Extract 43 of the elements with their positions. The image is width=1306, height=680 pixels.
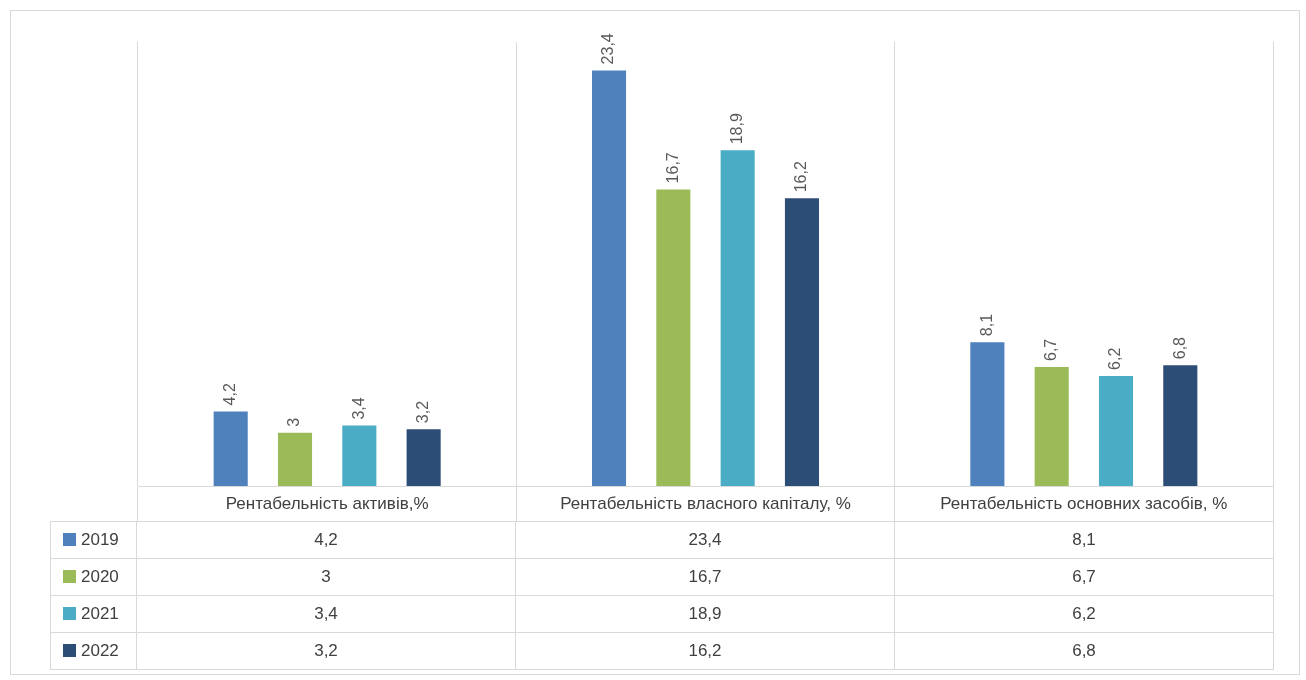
data-label: 16,2 [515, 632, 895, 670]
x-tick-label: Рентабельність активів,% [225, 493, 429, 513]
data-label: 6,2 [894, 595, 1274, 633]
data-label: 23,4 [515, 521, 895, 559]
text: 16,2 [792, 161, 810, 193]
text: 3,2 [414, 400, 432, 424]
bar [591, 70, 627, 486]
legend-label: 2022 [50, 632, 137, 670]
bar [213, 411, 248, 486]
legend-label: 2019 [50, 521, 137, 559]
text: 4,2 [221, 383, 239, 406]
bar [1098, 375, 1134, 486]
bar [277, 432, 313, 486]
data-label: 3,2 [136, 632, 516, 670]
legend-label: 2021 [50, 595, 137, 633]
data-label: 3 [136, 558, 516, 596]
x-tick-label: Рентабельність основних засобів, % [940, 493, 1228, 513]
bar [720, 150, 755, 486]
text: 3 [285, 417, 303, 427]
text: 6,8 [1170, 336, 1188, 360]
bar [1034, 367, 1069, 486]
text: 16,7 [663, 152, 681, 184]
data-label: 4,2 [136, 521, 516, 559]
x-tick-label: Рентабельність власного капіталу, % [560, 493, 851, 513]
bar [784, 198, 820, 486]
bar [1163, 365, 1198, 486]
bar [970, 342, 1005, 486]
text: 18,9 [728, 113, 746, 145]
data-label: 6,8 [894, 632, 1274, 670]
text: 6,2 [1106, 347, 1124, 370]
data-label: 16,7 [515, 558, 895, 596]
legend-label: 2020 [50, 558, 137, 596]
bar [656, 189, 691, 486]
bar [406, 429, 441, 486]
data-label: 6,7 [894, 558, 1274, 596]
bar [342, 425, 377, 486]
data-label: 8,1 [894, 521, 1274, 559]
text: 3,4 [349, 397, 367, 420]
text: 8,1 [977, 313, 995, 337]
data-label: 3,4 [136, 595, 516, 633]
data-label: 18,9 [515, 595, 895, 633]
text: 6,7 [1042, 338, 1060, 362]
text: 23,4 [599, 33, 617, 65]
